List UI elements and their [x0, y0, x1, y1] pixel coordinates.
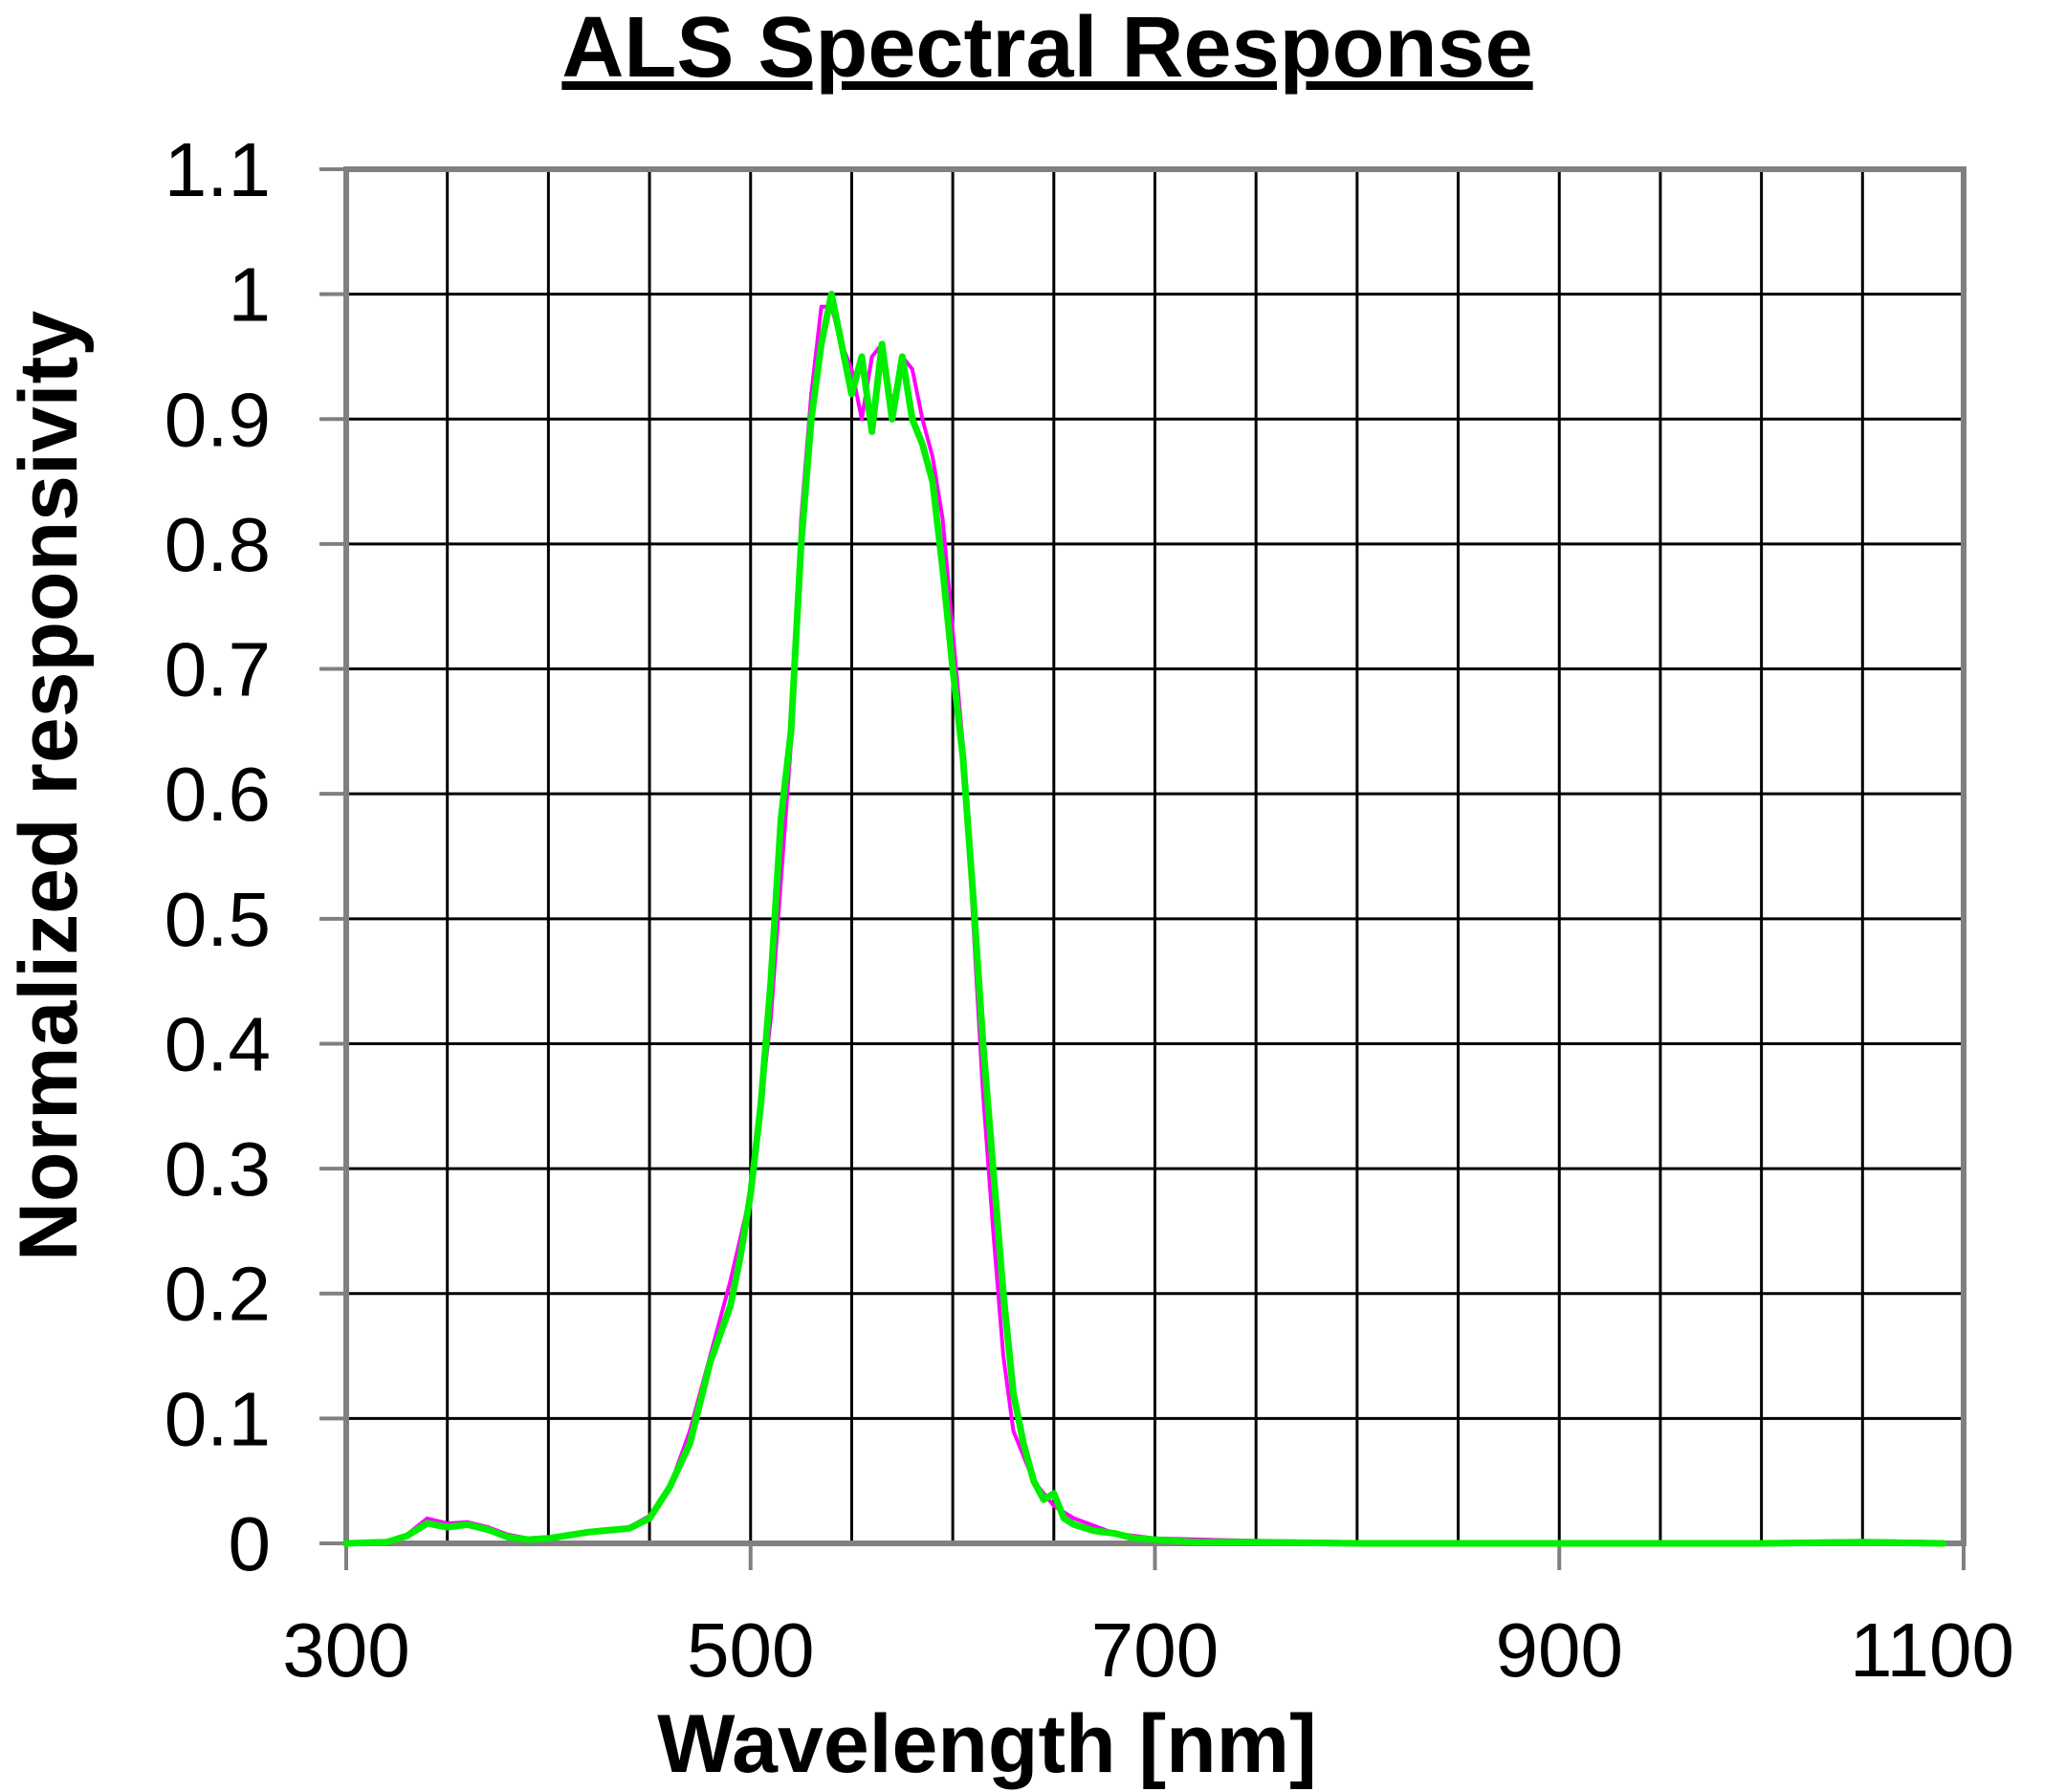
grid-lines — [346, 169, 1964, 1543]
x-tick-label: 1100 — [1850, 1607, 2014, 1693]
x-axis-label: Wavelength [nm] — [657, 1698, 1317, 1790]
chart-title: ALS Spectral Response — [561, 0, 1532, 96]
series-lines — [342, 291, 1947, 1547]
y-tick-label: 0 — [229, 1501, 272, 1586]
x-tick-label: 900 — [1496, 1607, 1623, 1693]
x-tick-label: 700 — [1091, 1607, 1219, 1693]
series-line-2 — [342, 291, 1947, 1547]
y-tick-label: 1.1 — [165, 127, 271, 212]
x-axis-ticks: 300 500 700 900 1100 — [282, 1543, 2014, 1693]
y-tick-label: 0.6 — [165, 752, 271, 837]
y-axis-ticks: 0 0.1 0.2 0.3 0.4 0.5 0.6 0.7 0.8 0.9 1 1.1 — [165, 127, 346, 1586]
x-tick-label: 300 — [282, 1607, 409, 1693]
y-tick-label: 0.9 — [165, 377, 271, 462]
y-tick-label: 1 — [229, 252, 272, 338]
y-axis-label: Normalized responsivity — [3, 311, 95, 1261]
x-tick-label: 500 — [687, 1607, 814, 1693]
y-tick-label: 0.7 — [165, 627, 271, 712]
y-tick-label: 0.1 — [165, 1376, 271, 1461]
y-tick-label: 0.2 — [165, 1252, 271, 1337]
y-tick-label: 0.4 — [165, 1001, 271, 1086]
y-tick-label: 0.5 — [165, 877, 271, 962]
series-line-1 — [344, 304, 1945, 1545]
y-tick-label: 0.3 — [165, 1126, 271, 1212]
y-tick-label: 0.8 — [165, 502, 271, 587]
